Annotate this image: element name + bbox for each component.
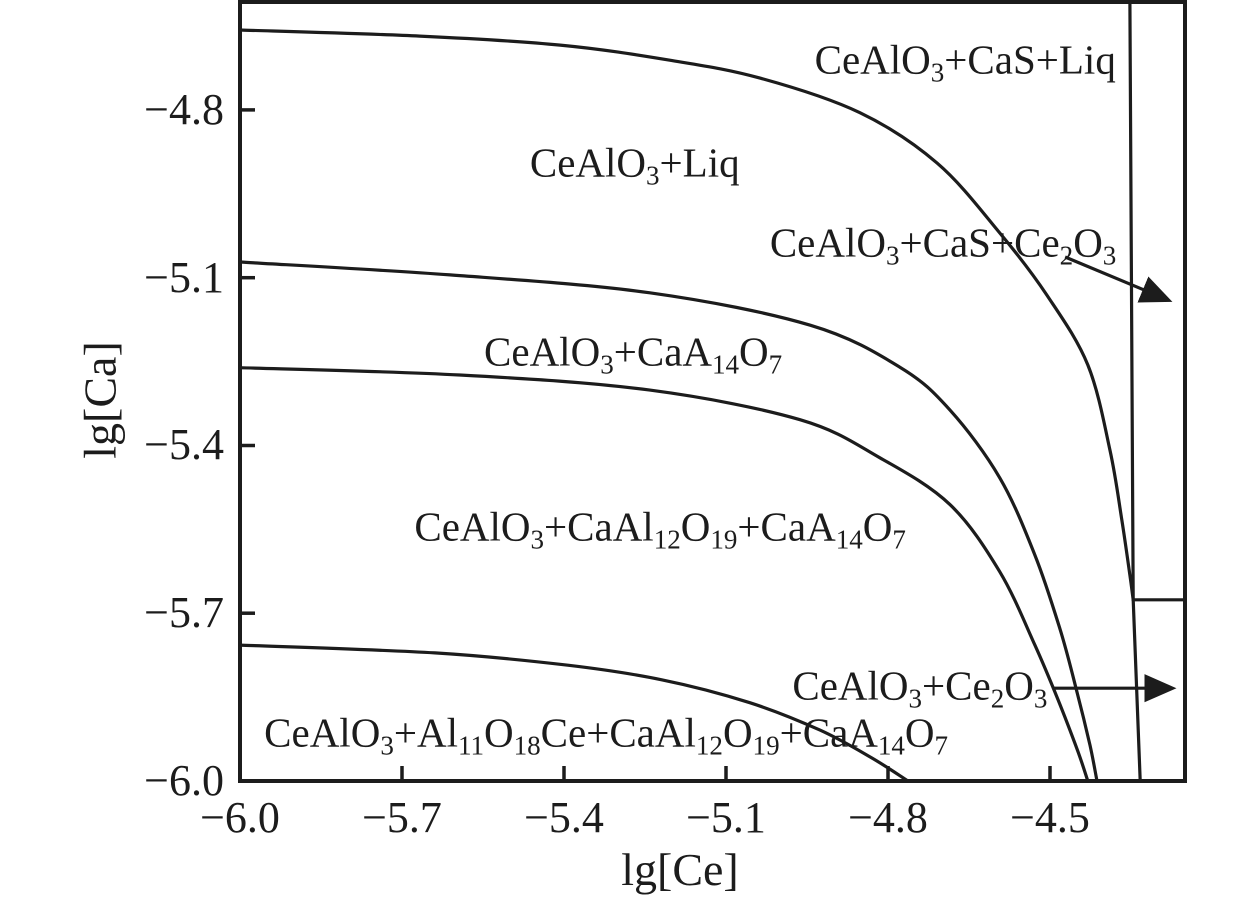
x-tick-label: −4.8 [848,793,928,842]
annotation-arrow [1064,255,1173,303]
x-tick-label: −6.0 [200,793,280,842]
region-label: CeAlO3+Ce2O3 [792,662,1048,714]
region-label: CeAlO3+CaS+Liq [814,36,1116,88]
region-label: CeAlO3+CaA14O7 [484,328,783,380]
boundary-caa14o7-caal12o19 [238,366,1090,783]
boundary-liq-caa14o7 [238,260,1099,783]
region-label: CeAlO3+CaS+Ce2O3 [769,219,1117,271]
y-axis-title: lg[Ca] [74,341,126,459]
x-tick-label: −4.5 [1010,793,1090,842]
y-tick-label: −5.1 [144,252,224,302]
x-tick-label: −5.4 [524,793,604,842]
plot-frame [238,0,1187,783]
x-tick-label: −5.1 [686,793,766,842]
y-tick-label: −6.0 [144,756,224,805]
region-label: CeAlO3+Al11O18Ce+CaAl12O19+CaA14O7 [264,709,949,761]
x-tick-label: −5.7 [362,793,442,842]
region-label: CeAlO3+Liq [529,139,740,191]
y-tick-label: −5.4 [144,420,224,470]
y-tick-label: −5.7 [144,588,224,638]
region-label: CeAlO3+CaAl12O19+CaA14O7 [414,503,906,555]
boundary-liq-cas-liq [238,28,1135,602]
y-tick-label: −4.8 [144,84,224,134]
boundary-al11o18ce [238,643,910,783]
x-axis-title: lg[Ce] [621,844,739,895]
